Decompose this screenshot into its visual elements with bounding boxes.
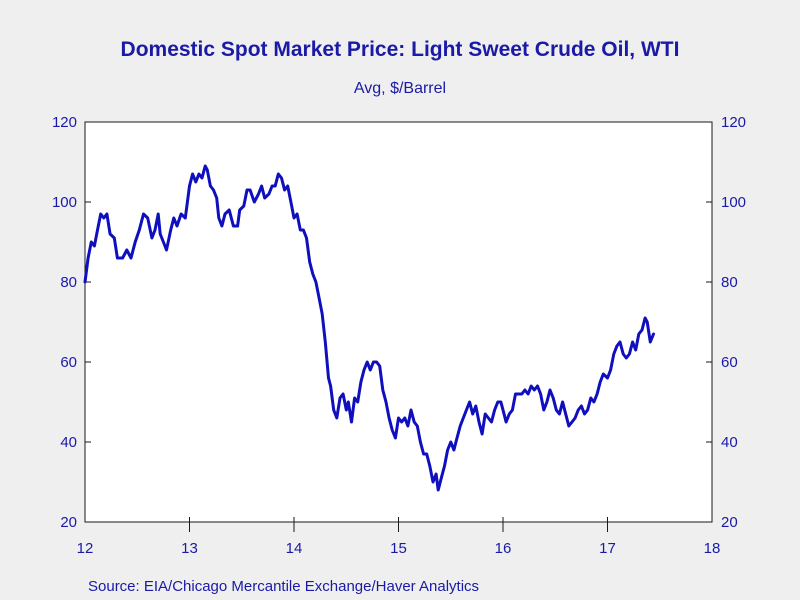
x-tick-label: 13 [181,540,198,557]
y-tick-label-left: 40 [60,434,77,451]
source-note: Source: EIA/Chicago Mercantile Exchange/… [88,578,480,595]
y-tick-label-right: 100 [721,194,746,211]
y-tick-label-right: 60 [721,354,738,371]
x-tick-label: 14 [286,540,303,557]
y-tick-label-left: 60 [60,354,77,371]
y-tick-label-left: 20 [60,514,77,531]
y-tick-label-left: 100 [52,194,77,211]
y-tick-label-left: 120 [52,114,77,131]
y-tick-label-left: 80 [60,274,77,291]
y-tick-label-right: 40 [721,434,738,451]
y-tick-label-right: 80 [721,274,738,291]
series-line [83,164,655,492]
y-tick-label-right: 20 [721,514,738,531]
chart-subtitle: Avg, $/Barrel [353,80,447,97]
x-tick-label: 12 [77,540,94,557]
x-tick-label: 18 [704,540,721,557]
chart-title: Domestic Spot Market Price: Light Sweet … [120,38,680,61]
plot-area [84,121,713,523]
x-tick-label: 15 [390,540,407,557]
x-tick-label: 17 [599,540,616,557]
y-tick-label-right: 120 [721,114,746,131]
x-tick-label: 16 [495,540,512,557]
